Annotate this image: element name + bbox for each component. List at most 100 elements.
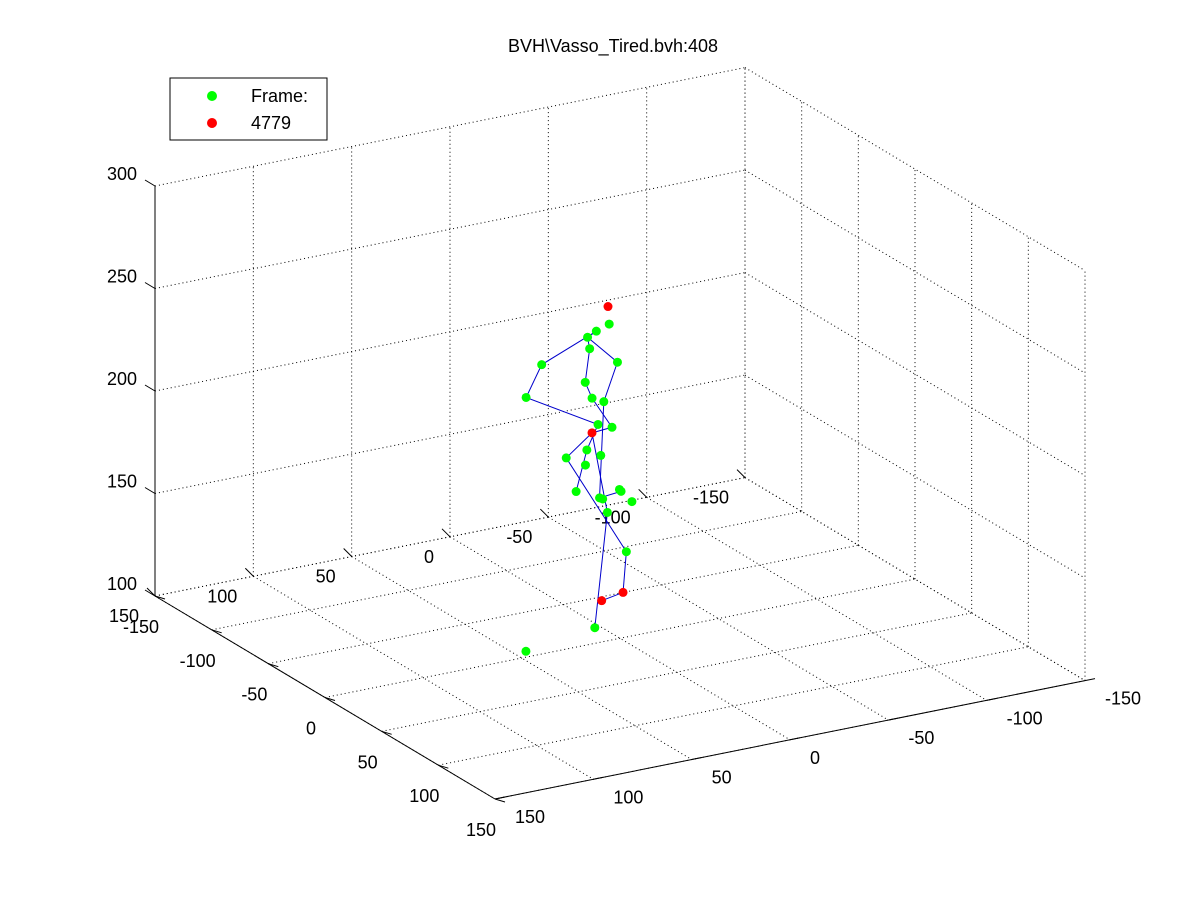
y-tick-mark xyxy=(593,776,604,780)
joint-point xyxy=(585,344,595,354)
y-tick-label: 50 xyxy=(712,768,732,788)
joint-point xyxy=(590,623,600,633)
joint-point xyxy=(591,326,601,336)
y-tick-label: 100 xyxy=(613,787,643,807)
floor-gridline xyxy=(381,612,972,732)
joint-point xyxy=(598,494,608,504)
legend-label-frame: Frame: xyxy=(251,86,308,106)
y-tick-label: 150 xyxy=(515,807,545,827)
floor-gridline xyxy=(438,646,1029,766)
legend-box xyxy=(169,77,328,141)
y-tick-mark xyxy=(638,488,648,498)
joint-point xyxy=(604,319,614,329)
y-tick-mark xyxy=(888,717,899,721)
joint-point xyxy=(602,507,612,517)
skeleton-joints xyxy=(521,302,637,656)
joint-point xyxy=(571,487,581,497)
skeleton-bone xyxy=(525,330,599,492)
z-tick-mark xyxy=(144,179,156,187)
x-tick-label: 150 xyxy=(466,820,496,840)
floor-gridline xyxy=(324,578,916,698)
floor-gridline xyxy=(268,544,859,665)
y-tick-label: 0 xyxy=(810,748,820,768)
left-wall-gridline xyxy=(154,169,746,289)
end-site-point xyxy=(597,596,607,606)
y-tick-mark xyxy=(736,469,746,478)
x-tick-mark xyxy=(438,764,449,769)
y-tick-mark xyxy=(539,508,549,518)
joint-point xyxy=(596,450,606,460)
x-tick-mark xyxy=(494,798,506,803)
z-tick-label: 300 xyxy=(107,164,137,184)
y-tick-mark xyxy=(244,567,254,577)
legend-marker-frame xyxy=(207,91,217,101)
left-wall-gridline xyxy=(154,272,746,392)
y-tick-mark xyxy=(986,697,997,701)
x-tick-label: -50 xyxy=(241,685,267,705)
z-tick-label: 100 xyxy=(107,574,137,594)
z-tick-label: 200 xyxy=(107,369,137,389)
y-tick-mark xyxy=(691,757,702,761)
legend-label-4779: 4779 xyxy=(251,113,291,133)
y-tick-mark xyxy=(1084,678,1096,682)
chart-title: BVH\Vasso_Tired.bvh:408 xyxy=(508,36,718,57)
y-tick-label: -150 xyxy=(1105,689,1141,709)
joint-point xyxy=(521,646,531,656)
x-tick-mark xyxy=(154,595,166,600)
floor-gridline xyxy=(211,510,802,631)
x-tick-mark xyxy=(324,697,336,701)
x-tick-label: 50 xyxy=(358,752,378,772)
joint-point xyxy=(612,357,622,367)
x-tick-label: 100 xyxy=(409,786,439,806)
z-tick-mark xyxy=(144,589,156,597)
z-tick-mark xyxy=(144,487,156,494)
x-tick-label: 0 xyxy=(306,719,316,739)
y-tick-label: 50 xyxy=(316,567,336,587)
y-tick-mark xyxy=(494,796,506,800)
y-tick-label: -100 xyxy=(1007,708,1043,728)
x-tick-label: -150 xyxy=(123,617,159,637)
y-tick-label: -50 xyxy=(506,527,532,547)
z-tick-label: 150 xyxy=(107,472,137,492)
legend: Frame: 4779 xyxy=(169,77,328,141)
y-tick-label: 100 xyxy=(207,586,237,606)
x-tick-label: -100 xyxy=(180,651,216,671)
y-tick-label: -150 xyxy=(693,488,729,508)
joint-point xyxy=(627,497,637,507)
end-site-point xyxy=(587,428,597,438)
y-tick-label: 0 xyxy=(424,547,434,567)
joint-point xyxy=(582,445,592,455)
end-site-point xyxy=(603,302,613,312)
tick-labels: -150-100-50050100150-150-100-50050100150… xyxy=(107,164,1141,840)
end-site-point xyxy=(618,587,628,597)
axis-lines xyxy=(144,179,1096,803)
joint-point xyxy=(580,460,590,470)
joint-point xyxy=(593,419,603,429)
x-tick-mark xyxy=(381,730,392,735)
left-wall-gridline xyxy=(154,67,746,187)
y-tick-label: 150 xyxy=(109,606,139,626)
joint-point xyxy=(580,377,590,387)
z-tick-label: 250 xyxy=(107,267,137,287)
x-tick-mark xyxy=(268,663,279,668)
joint-point xyxy=(621,547,631,557)
joint-point xyxy=(561,453,571,463)
y-tick-mark xyxy=(789,737,801,741)
joint-point xyxy=(537,360,547,370)
y-tick-mark xyxy=(343,548,353,557)
joint-point xyxy=(521,392,531,402)
joint-point xyxy=(583,332,593,342)
left-wall-gridline xyxy=(154,374,746,494)
joint-point xyxy=(587,393,597,403)
x-tick-mark xyxy=(211,629,222,634)
legend-marker-4779 xyxy=(207,118,217,128)
joint-point xyxy=(599,397,609,407)
y-tick-mark xyxy=(441,528,451,538)
z-tick-mark xyxy=(144,282,156,289)
z-tick-mark xyxy=(144,384,156,392)
y-tick-label: -50 xyxy=(908,728,934,748)
axes-3d: -150-100-50050100150-150-100-50050100150… xyxy=(107,67,1141,840)
joint-point xyxy=(614,484,624,494)
